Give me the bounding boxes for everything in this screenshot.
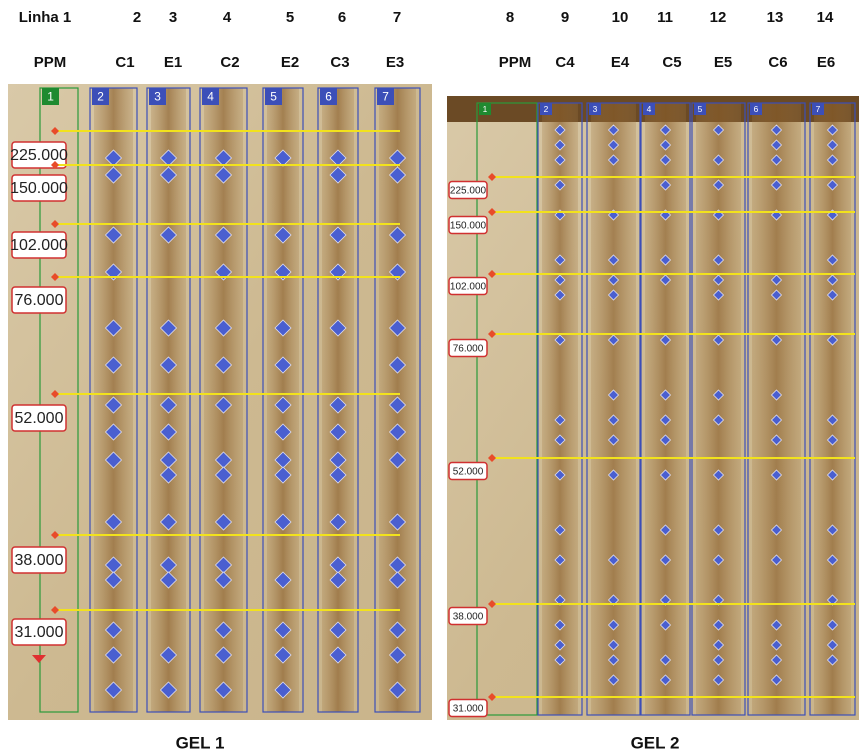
lane-number-header: 7: [393, 9, 401, 26]
lane-number: 3: [154, 90, 161, 104]
lane-number-header: 4: [223, 9, 232, 26]
sample-label: C3: [330, 54, 349, 71]
gel-title: GEL 1: [176, 733, 225, 752]
sample-label: PPM: [34, 54, 67, 71]
marker-label: 225.000: [10, 147, 68, 164]
lane-number-header: 2: [133, 9, 141, 26]
lane-number-header: 13: [767, 9, 784, 26]
lane-number: 7: [816, 104, 821, 114]
sample-label: E6: [817, 54, 835, 71]
sample-label: C6: [768, 54, 787, 71]
marker-label: 150.000: [450, 221, 487, 232]
lane-number: 4: [647, 104, 652, 114]
lane-number: 4: [207, 90, 214, 104]
marker-label: 38.000: [453, 612, 484, 623]
marker-label: 225.000: [450, 186, 487, 197]
lane-number: 6: [325, 90, 332, 104]
lane-number: 6: [754, 104, 759, 114]
marker-label: 150.000: [10, 180, 68, 197]
lane-number: 1: [47, 90, 54, 104]
sample-label: E2: [281, 54, 299, 71]
sample-label: E3: [386, 54, 404, 71]
gel-2: 1 2 3 4 5 6 7 225.000 150.000 102.000 76.000 52.000…: [447, 96, 859, 720]
lane-number-header: 14: [817, 9, 834, 26]
lane-number: 1: [483, 104, 488, 114]
lane-number-header: 10: [612, 9, 629, 26]
lane-number: 2: [97, 90, 104, 104]
gel-title: GEL 2: [631, 733, 680, 752]
lane-number-header: 8: [506, 9, 514, 26]
lane-number-header: 5: [286, 9, 294, 26]
sample-label: C2: [220, 54, 239, 71]
gel-1: 1 2 3 4 5 6 7 225.000 150.000 102.000 76.000 52.000…: [8, 84, 432, 720]
sample-label: PPM: [499, 54, 532, 71]
lane-number: 3: [593, 104, 598, 114]
sample-label: E1: [164, 54, 182, 71]
figure: 1234567225.000150.000102.00076.00052.000…: [0, 0, 859, 755]
sample-label: E5: [714, 54, 732, 71]
lane-number-header: 3: [169, 9, 177, 26]
marker-label: 52.000: [453, 467, 484, 478]
sample-label: C1: [115, 54, 134, 71]
sample-label: E4: [611, 54, 630, 71]
marker-label: 102.000: [450, 282, 487, 293]
lane-number: 2: [544, 104, 549, 114]
sample-label: C4: [555, 54, 575, 71]
marker-label: 76.000: [15, 292, 64, 309]
marker-label: 102.000: [10, 237, 68, 254]
marker-label: 52.000: [15, 410, 64, 427]
lane-number-header: Linha 1: [19, 9, 72, 26]
marker-label: 76.000: [453, 344, 484, 355]
marker-label: 31.000: [15, 624, 64, 641]
lane-number: 5: [698, 104, 703, 114]
lane-number-header: 11: [657, 9, 673, 26]
lane-number-header: 12: [710, 9, 727, 26]
sample-label: C5: [662, 54, 681, 71]
lane-number-header: 6: [338, 9, 346, 26]
lane-number: 5: [270, 90, 277, 104]
marker-label: 31.000: [453, 704, 484, 715]
lane-number-header: 9: [561, 9, 569, 26]
lane-number: 7: [382, 90, 389, 104]
marker-label: 38.000: [15, 552, 64, 569]
